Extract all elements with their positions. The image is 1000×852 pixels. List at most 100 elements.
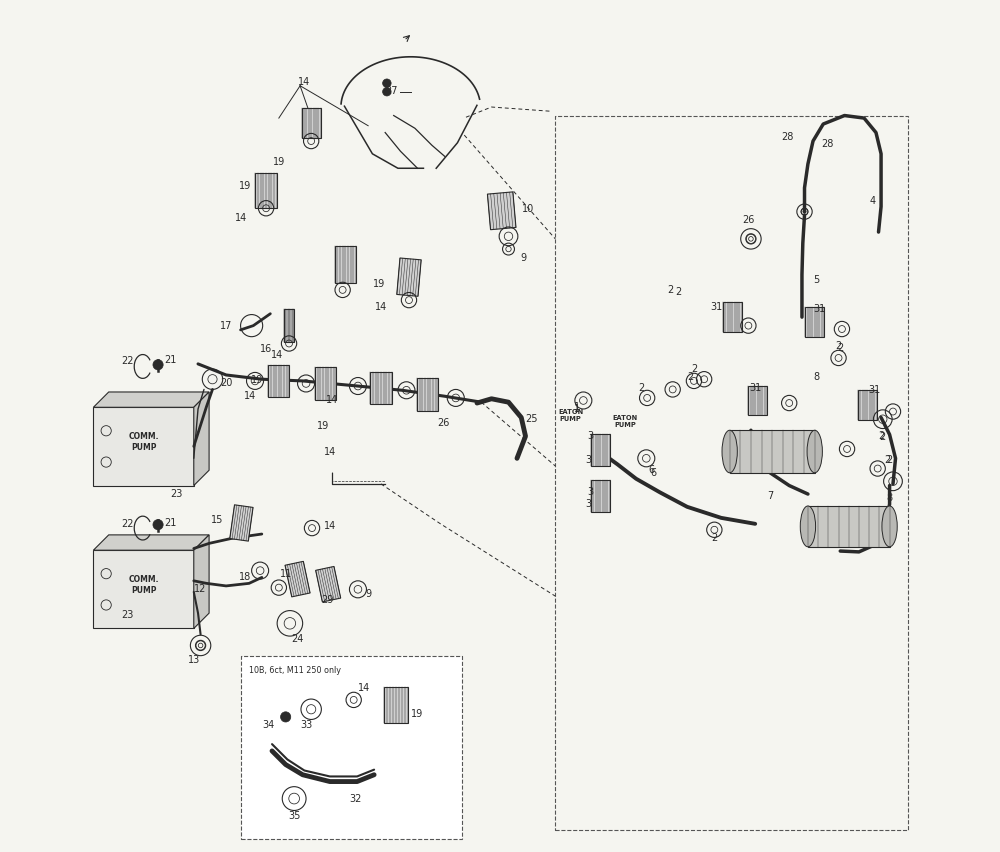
Text: 18: 18 [239, 572, 251, 582]
Circle shape [153, 520, 163, 530]
Ellipse shape [807, 430, 822, 473]
Bar [284, 309, 294, 342]
Text: 28: 28 [821, 139, 834, 148]
Text: 14: 14 [375, 302, 387, 312]
Text: 14: 14 [235, 214, 248, 223]
Text: 26: 26 [742, 216, 755, 225]
Text: 14: 14 [358, 683, 370, 693]
Text: 23: 23 [171, 489, 183, 499]
Ellipse shape [800, 506, 816, 547]
Text: 1: 1 [574, 402, 580, 412]
Text: 7: 7 [767, 491, 774, 501]
Text: 28: 28 [781, 132, 794, 141]
Text: 14: 14 [298, 77, 310, 87]
Text: 9: 9 [365, 590, 371, 600]
Text: 2: 2 [880, 432, 886, 442]
Text: 19: 19 [373, 279, 385, 289]
Text: 4: 4 [870, 196, 876, 205]
Text: 2: 2 [837, 343, 843, 353]
Bar [370, 371, 392, 404]
Text: 10B, 6ct, M11 250 only: 10B, 6ct, M11 250 only [249, 666, 341, 675]
Circle shape [383, 88, 391, 96]
Bar [285, 561, 310, 597]
Text: 6: 6 [648, 465, 654, 475]
Text: 21: 21 [164, 354, 176, 365]
Text: 24: 24 [291, 634, 304, 643]
Text: 5: 5 [813, 274, 820, 285]
Polygon shape [194, 392, 209, 486]
Bar [397, 258, 421, 296]
Text: 22: 22 [121, 519, 134, 529]
Text: 27: 27 [386, 86, 398, 96]
Text: COMM.
PUMP: COMM. PUMP [128, 575, 159, 595]
Bar [384, 687, 408, 722]
Bar [730, 430, 815, 473]
Text: 14: 14 [324, 521, 336, 532]
Text: EATON
PUMP: EATON PUMP [612, 415, 638, 429]
Text: 22: 22 [121, 355, 134, 366]
Bar [723, 302, 742, 332]
Text: 23: 23 [121, 610, 134, 620]
Bar [748, 386, 767, 416]
Polygon shape [93, 392, 209, 407]
Bar [316, 567, 341, 602]
Text: COMM.
PUMP: COMM. PUMP [128, 433, 159, 452]
Text: EATON
PUMP: EATON PUMP [558, 409, 583, 423]
Text: 32: 32 [349, 793, 362, 803]
Bar [591, 434, 610, 466]
Text: 19: 19 [317, 421, 329, 431]
Text: 2: 2 [687, 371, 694, 382]
Bar [93, 550, 194, 629]
Text: 12: 12 [194, 584, 207, 595]
Text: 3: 3 [587, 487, 593, 498]
Text: 19: 19 [273, 158, 285, 167]
Text: 20: 20 [220, 378, 232, 389]
Text: 3: 3 [585, 455, 592, 465]
Text: 1: 1 [574, 404, 580, 414]
Text: 26: 26 [438, 418, 450, 429]
Bar [241, 656, 462, 838]
Text: 8: 8 [887, 493, 893, 504]
Text: 2: 2 [691, 364, 697, 374]
Text: 33: 33 [300, 721, 312, 730]
Bar [591, 480, 610, 512]
Text: 9: 9 [520, 252, 526, 262]
Text: 34: 34 [263, 721, 275, 730]
Bar [230, 505, 253, 541]
Text: 14: 14 [271, 350, 283, 360]
Text: 8: 8 [813, 371, 819, 382]
Text: 2: 2 [638, 383, 644, 393]
Text: 14: 14 [325, 394, 338, 405]
Bar [555, 116, 908, 830]
Bar [268, 365, 289, 397]
Bar [335, 246, 356, 283]
Text: 17: 17 [220, 320, 232, 331]
Text: 13: 13 [188, 655, 200, 665]
Text: 29: 29 [321, 595, 334, 605]
Text: 35: 35 [288, 810, 300, 820]
Text: 6: 6 [650, 468, 656, 478]
Bar [808, 506, 890, 547]
Bar [93, 407, 194, 486]
Text: 19: 19 [411, 709, 423, 718]
Text: 2: 2 [676, 286, 682, 296]
Bar [302, 108, 321, 138]
Text: 31: 31 [868, 385, 880, 395]
Circle shape [281, 711, 291, 722]
Bar [805, 308, 824, 337]
Polygon shape [93, 535, 209, 550]
Bar [487, 192, 516, 230]
Text: 2: 2 [667, 285, 673, 295]
Text: 19: 19 [239, 181, 251, 191]
Circle shape [383, 79, 391, 88]
Ellipse shape [882, 506, 897, 547]
Text: 19: 19 [251, 375, 264, 385]
Text: 2: 2 [711, 533, 717, 544]
Bar [315, 367, 336, 400]
Bar [858, 390, 877, 420]
Text: 14: 14 [244, 391, 256, 401]
Text: 16: 16 [260, 344, 272, 354]
Polygon shape [194, 535, 209, 629]
Text: 10: 10 [522, 204, 534, 214]
Bar [255, 172, 277, 208]
